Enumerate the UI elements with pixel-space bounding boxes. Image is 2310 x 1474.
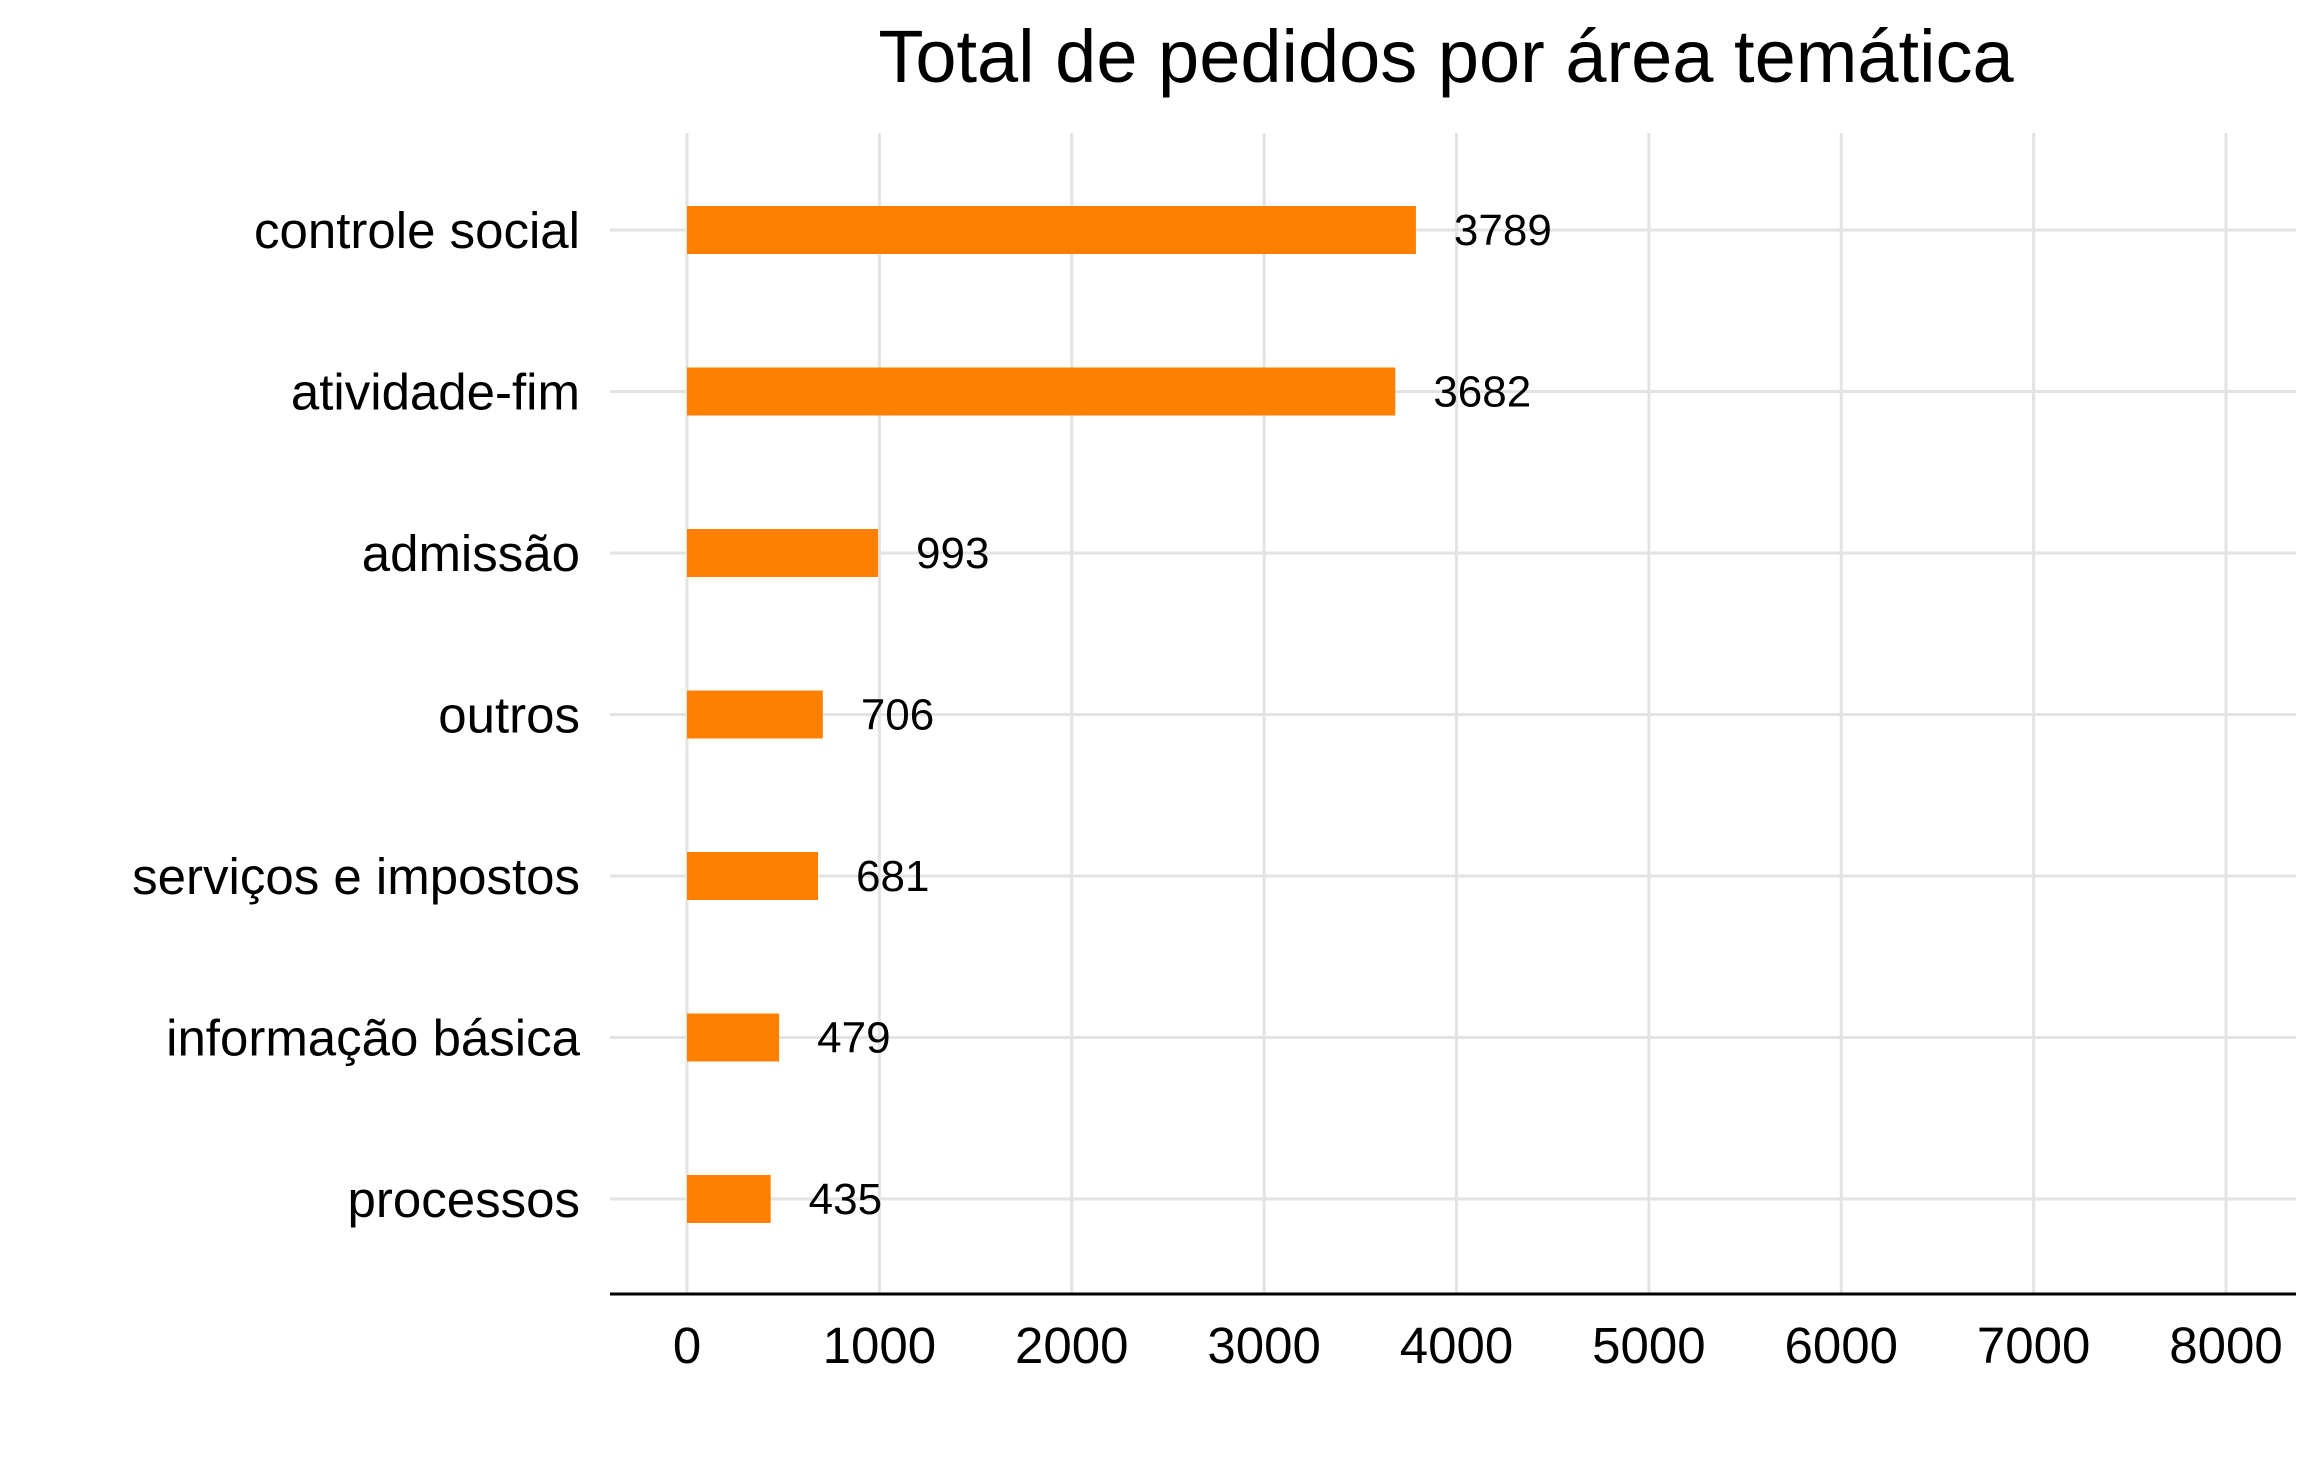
category-label: atividade-fim [291,364,580,421]
bar-value-label: 479 [817,1014,890,1063]
bar-value-label: 3682 [1433,368,1531,417]
chart-title: Total de pedidos por área temática [878,15,2014,98]
x-tick-label: 8000 [2169,1317,2282,1374]
x-tick-label: 2000 [1015,1317,1128,1374]
category-label: informação básica [166,1010,581,1067]
category-label: serviços e impostos [132,848,580,905]
bar [687,529,879,577]
x-axis: 0 1000 2000 3000 4000 5000 6000 7000 8000 [610,1292,2296,1374]
x-tick-label: 5000 [1592,1317,1705,1374]
x-tick-label: 6000 [1785,1317,1898,1374]
bar-value-label: 3789 [1454,206,1552,255]
x-tick-label: 4000 [1400,1317,1513,1374]
category-label: admissão [362,525,580,582]
y-axis-labels: controle social atividade-fim admissão outr… [132,202,580,1228]
bar [687,1175,771,1223]
bar-value-label: 706 [861,691,934,740]
x-tick-label: 3000 [1207,1317,1320,1374]
bar [687,367,1396,416]
bar [687,852,819,900]
data-labels: 3789 3682 993 706 681 479 435 [809,206,1552,1224]
bar [687,1013,780,1062]
bar [687,690,823,739]
x-tick-label: 1000 [823,1317,936,1374]
bar-value-label: 681 [856,852,929,901]
category-label: controle social [254,202,580,259]
category-label: processos [348,1171,580,1228]
category-label: outros [438,687,580,744]
x-tick-label: 0 [673,1317,701,1374]
bars [687,206,1416,1223]
bar-value-label: 435 [809,1175,882,1224]
x-tick-label: 7000 [1977,1317,2090,1374]
bar [687,206,1416,254]
bar-value-label: 993 [916,529,989,578]
